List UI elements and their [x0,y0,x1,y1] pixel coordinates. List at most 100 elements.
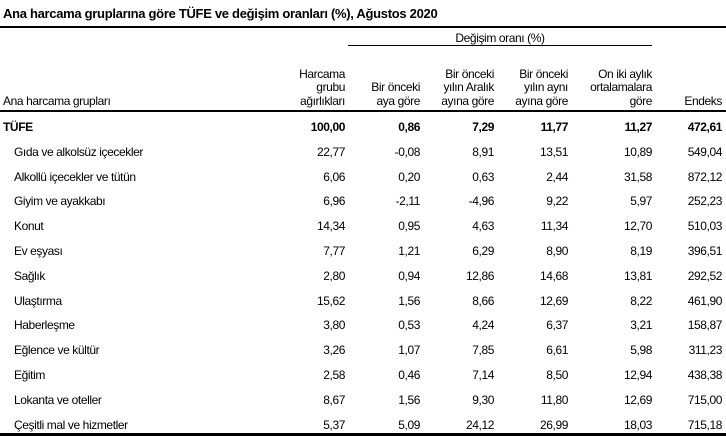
row-label: Konut [14,219,44,234]
cell-value: -4,96 [468,194,495,209]
cell-value: 7,14 [472,368,494,382]
table-title: Ana harcama gruplarına göre TÜFE ve deği… [3,6,438,21]
row-label: Ev eşyası [14,244,63,258]
cell-value: 12,69 [539,293,568,308]
header-label: ağırlıkları [300,93,345,108]
row-label: Çeşitli mal ve hizmetler [14,417,128,432]
header-monthly: Bir önceki aya göre [346,62,420,108]
cell-value: 0,63 [472,169,494,184]
header-label: Harcama [299,66,345,81]
cell-value: 0,46 [398,368,420,382]
cell-value: 549,04 [687,144,723,159]
cell-value: 158,87 [687,318,723,333]
cell-value: 5,37 [323,417,345,432]
cell-value: 11,77 [540,120,569,134]
group-header-change-rate: Değişim oranı (%) [455,31,545,45]
table-row: Çeşitli mal ve hizmetler 5,37 5,09 24,12 26,… [0,415,726,435]
cell-value: 15,62 [316,293,345,308]
row-label: Alkollü içecekler ve tütün [14,169,136,184]
header-label: Bir önceki [519,66,568,81]
header-12month-avg: On iki aylık ortalamalara göre [568,62,652,108]
cell-value: 0,95 [398,219,420,234]
table-row-total: TÜFE 100,00 0,86 7,29 11,77 11,27 472,61 [0,117,726,137]
cell-value: 3,80 [323,318,345,333]
header-ytd: Bir önceki yılın Aralık ayına göre [420,62,494,108]
header-label: Bir önceki [445,66,494,81]
cell-value: 0,53 [398,318,420,333]
header-label: On iki aylık [598,66,652,81]
cell-value: 872,12 [687,169,723,184]
cell-value: 2,44 [546,169,568,184]
cell-value: 6,96 [323,194,345,209]
cell-value: 5,97 [630,194,652,209]
cell-value: 7,85 [472,343,494,358]
cell-value: 438,38 [687,368,723,382]
cell-value: 1,56 [398,392,420,407]
cell-value: 26,99 [539,417,568,432]
header-label: Ana harcama grupları [3,93,111,108]
header-group-name: Ana harcama grupları [3,62,111,108]
row-label: Sağlık [14,268,45,283]
cell-value: 4,24 [472,318,494,333]
cell-value: 1,21 [398,244,420,258]
header-label: grubu [316,80,345,94]
table-row: Alkollü içecekler ve tütün 6,06 0,20 0,63 2,… [0,167,726,187]
cell-value: 8,19 [630,244,652,258]
cell-value: 461,90 [687,293,723,308]
cell-value: 14,68 [539,268,568,283]
header-label: yılın aynı [523,80,568,94]
cell-value: 311,23 [688,343,723,358]
cell-value: 11,80 [540,392,569,407]
cell-value: 396,51 [687,244,723,258]
cell-value: 7,77 [323,244,345,258]
header-label: yılın Aralık [443,80,494,94]
cell-value: 11,34 [540,219,569,234]
cell-value: 8,66 [472,293,494,308]
cell-value: 6,61 [546,343,568,358]
cell-value: 12,86 [465,268,494,283]
header-label: aya göre [376,93,421,108]
cell-value: 24,12 [465,417,494,432]
cell-value: 472,61 [687,120,723,134]
cell-value: 1,07 [398,343,420,358]
header-label: Bir önceki [371,80,420,94]
row-label: Gıda ve alkolsüz içecekler [14,144,143,159]
header-label: ortalamalara [590,80,652,94]
cell-value: 3,21 [630,318,652,333]
cell-value: 12,94 [623,368,652,382]
cell-value: 510,03 [687,219,723,234]
cell-value: 0,94 [398,268,420,283]
cell-value: 0,86 [398,120,420,134]
cell-value: 252,23 [687,194,723,209]
cell-value: 31,58 [623,169,652,184]
header-weights: Harcama grubu ağırlıkları [265,62,345,108]
table-row: Lokanta ve oteller 8,67 1,56 9,30 11,80 12,69… [0,390,726,410]
cell-value: 9,30 [472,392,494,407]
cell-value: 6,06 [323,169,345,184]
header-yoy: Bir önceki yılın aynı ayına göre [494,62,568,108]
cell-value: 11,27 [624,120,653,134]
cell-value: 4,63 [472,219,494,234]
group-header-rule [348,45,652,46]
table-row: Gıda ve alkolsüz içecekler 22,77 -0,08 8,91… [0,142,726,162]
header-label: Endeks [684,93,722,108]
cell-value: 8,91 [472,144,494,159]
header-index: Endeks [652,62,722,108]
table-row: Eğlence ve kültür 3,26 1,07 7,85 6,61 5,98 311… [0,340,726,360]
cell-value: 8,90 [546,244,568,258]
table-row: Konut 14,34 0,95 4,63 11,34 12,70 510,03 [0,216,726,236]
header-label: göre [629,93,653,108]
row-label: Lokanta ve oteller [14,392,102,407]
cell-value: 12,70 [623,219,652,234]
cell-value: 10,89 [623,144,652,159]
table-row: Ulaştırma 15,62 1,56 8,66 12,69 8,22 461,90 [0,291,726,311]
cell-value: 6,37 [546,318,568,333]
cell-value: 9,22 [546,194,568,209]
bottom-rule [0,433,726,436]
cell-value: 292,52 [687,268,723,283]
header-rule [0,110,726,112]
cell-value: 22,77 [316,144,345,159]
cell-value: 2,58 [323,368,345,382]
header-label: ayına göre [515,93,568,108]
table-row: Giyim ve ayakkabı 6,96 -2,11 -4,96 9,22 5,97 2… [0,191,726,211]
